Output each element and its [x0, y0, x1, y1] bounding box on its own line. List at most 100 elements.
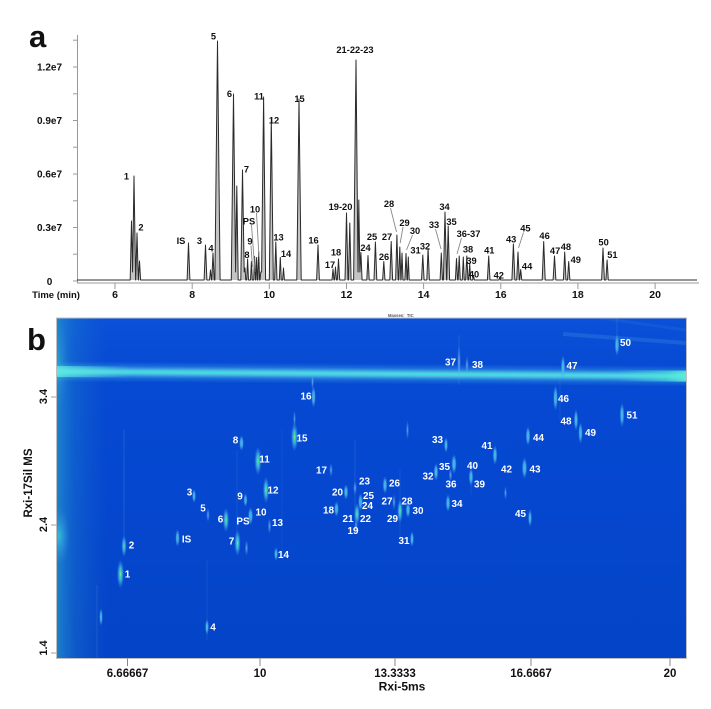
svg-text:5: 5 — [200, 503, 206, 514]
svg-text:29: 29 — [399, 218, 409, 228]
svg-text:41: 41 — [482, 441, 493, 452]
svg-text:6: 6 — [227, 89, 232, 99]
svg-text:7: 7 — [229, 536, 235, 547]
svg-text:2.4: 2.4 — [38, 516, 50, 532]
svg-text:28: 28 — [384, 199, 394, 209]
svg-text:36-37: 36-37 — [457, 229, 481, 239]
svg-text:1: 1 — [124, 171, 129, 181]
svg-text:12: 12 — [269, 115, 279, 125]
svg-text:50: 50 — [620, 338, 631, 349]
svg-text:18: 18 — [331, 247, 341, 257]
svg-text:50: 50 — [598, 238, 608, 248]
svg-text:15: 15 — [294, 94, 304, 104]
svg-text:8: 8 — [244, 250, 249, 260]
svg-text:44: 44 — [522, 262, 533, 272]
svg-text:16.6667: 16.6667 — [510, 668, 552, 680]
svg-text:43: 43 — [506, 235, 516, 245]
svg-text:35: 35 — [439, 462, 450, 473]
svg-text:10: 10 — [263, 289, 275, 301]
svg-text:14: 14 — [278, 550, 289, 561]
svg-text:29: 29 — [387, 514, 398, 525]
svg-text:2: 2 — [138, 222, 143, 232]
svg-text:13: 13 — [272, 518, 283, 529]
svg-text:47: 47 — [550, 246, 560, 256]
svg-text:1.2e7: 1.2e7 — [37, 62, 62, 73]
svg-text:13: 13 — [273, 232, 283, 242]
svg-text:0.9e7: 0.9e7 — [37, 116, 62, 127]
svg-text:27: 27 — [382, 232, 392, 242]
svg-text:43: 43 — [530, 464, 541, 475]
svg-text:6: 6 — [112, 289, 118, 301]
svg-text:40: 40 — [469, 269, 479, 279]
svg-text:3: 3 — [197, 236, 202, 246]
svg-text:20: 20 — [332, 487, 343, 498]
svg-text:17: 17 — [316, 465, 327, 476]
svg-text:10: 10 — [256, 507, 267, 518]
svg-text:0: 0 — [47, 277, 53, 288]
svg-text:11: 11 — [254, 91, 264, 101]
svg-text:21-22-23: 21-22-23 — [336, 45, 373, 55]
svg-text:1.4: 1.4 — [38, 639, 50, 655]
svg-text:6.66667: 6.66667 — [107, 668, 149, 680]
svg-text:10: 10 — [254, 668, 267, 680]
svg-text:8: 8 — [189, 289, 195, 301]
svg-text:11: 11 — [259, 454, 270, 465]
svg-text:10: 10 — [250, 204, 260, 214]
svg-text:42: 42 — [494, 271, 504, 281]
svg-text:16: 16 — [495, 289, 507, 301]
svg-text:Masses: TIC: Masses: TIC — [388, 313, 414, 318]
svg-text:49: 49 — [571, 255, 581, 265]
svg-text:48: 48 — [561, 242, 571, 252]
svg-text:Time (min): Time (min) — [32, 290, 80, 301]
svg-text:4: 4 — [208, 243, 214, 253]
svg-text:0.6e7: 0.6e7 — [37, 169, 62, 180]
svg-text:24: 24 — [360, 243, 371, 253]
svg-text:19-20: 19-20 — [329, 202, 353, 212]
svg-text:41: 41 — [484, 245, 494, 255]
svg-text:IS: IS — [182, 534, 192, 545]
svg-text:51: 51 — [607, 250, 617, 260]
svg-text:14: 14 — [281, 249, 292, 259]
svg-text:17: 17 — [325, 260, 335, 270]
svg-text:PS: PS — [243, 216, 255, 226]
svg-text:22: 22 — [360, 514, 371, 525]
svg-text:46: 46 — [539, 231, 549, 241]
svg-text:30: 30 — [413, 506, 424, 517]
svg-text:24: 24 — [362, 501, 373, 512]
svg-text:PS: PS — [236, 516, 250, 527]
svg-text:3: 3 — [187, 487, 193, 498]
svg-text:12: 12 — [268, 485, 279, 496]
svg-text:1: 1 — [125, 569, 131, 580]
svg-text:49: 49 — [585, 428, 596, 439]
svg-text:51: 51 — [627, 410, 638, 421]
svg-text:27: 27 — [382, 496, 393, 507]
svg-text:32: 32 — [423, 471, 434, 482]
svg-text:46: 46 — [558, 394, 569, 405]
svg-text:45: 45 — [515, 509, 526, 520]
svg-text:15: 15 — [297, 433, 308, 444]
svg-text:16: 16 — [301, 391, 312, 402]
svg-text:12: 12 — [341, 289, 353, 301]
svg-text:30: 30 — [410, 226, 420, 236]
svg-text:IS: IS — [177, 236, 186, 246]
svg-text:47: 47 — [567, 361, 578, 372]
svg-text:20: 20 — [649, 289, 661, 301]
svg-text:2: 2 — [129, 540, 135, 551]
svg-text:5: 5 — [211, 31, 216, 41]
svg-text:b: b — [27, 322, 46, 357]
svg-text:32: 32 — [420, 241, 430, 251]
svg-text:0.3e7: 0.3e7 — [37, 223, 62, 234]
svg-text:26: 26 — [379, 252, 389, 262]
svg-text:31: 31 — [410, 245, 420, 255]
svg-text:9: 9 — [247, 236, 252, 246]
svg-text:45: 45 — [520, 223, 530, 233]
svg-text:38: 38 — [472, 360, 483, 371]
svg-text:31: 31 — [399, 536, 410, 547]
svg-text:8: 8 — [233, 435, 239, 446]
svg-text:33: 33 — [429, 220, 439, 230]
svg-text:39: 39 — [474, 479, 485, 490]
svg-text:44: 44 — [533, 433, 544, 444]
svg-text:26: 26 — [389, 478, 400, 489]
svg-text:9: 9 — [237, 491, 243, 502]
svg-text:39: 39 — [466, 256, 476, 266]
